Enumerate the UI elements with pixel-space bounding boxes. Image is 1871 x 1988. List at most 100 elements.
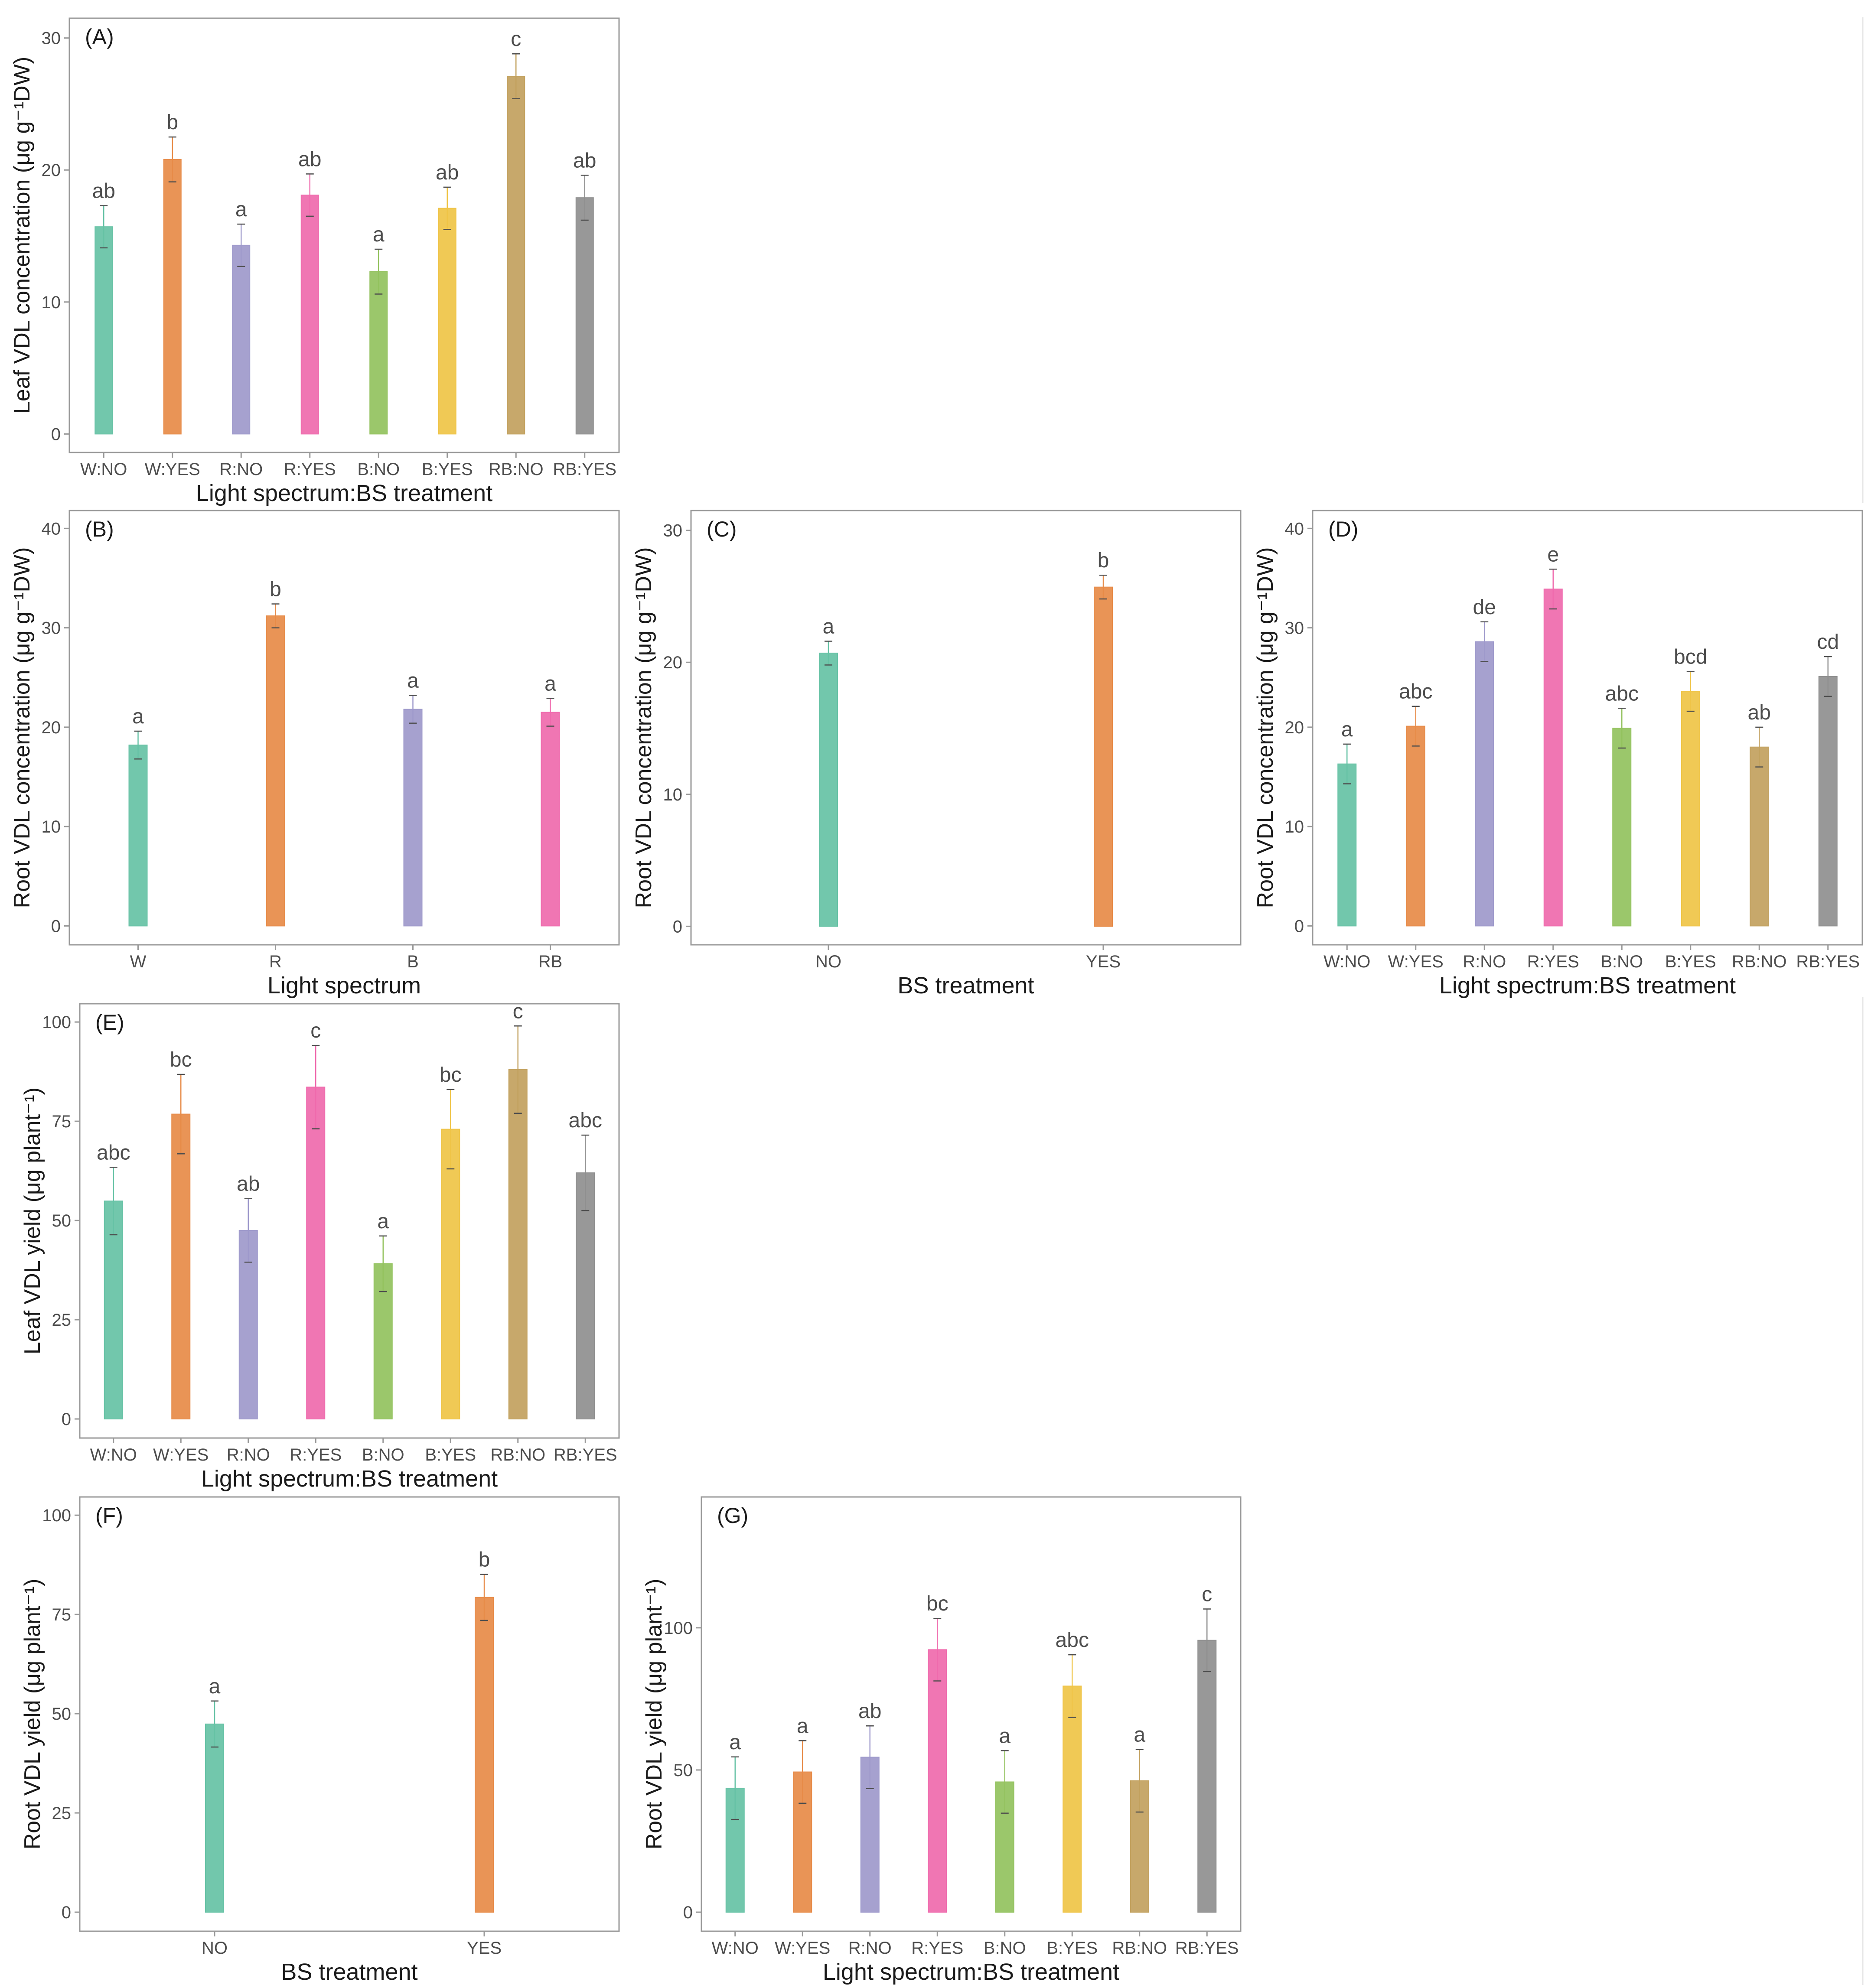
- y-tick-label: 0: [51, 917, 61, 936]
- bar-r-yes: [306, 1087, 326, 1420]
- significance-letter: b: [166, 111, 178, 134]
- significance-letter: a: [729, 1731, 741, 1754]
- x-tick-label: R:YES: [911, 1939, 963, 1958]
- significance-letter: bc: [170, 1048, 192, 1071]
- error-bar: [1001, 1750, 1009, 1814]
- error-bar: [1824, 656, 1832, 697]
- x-tick-label: W:YES: [145, 460, 200, 479]
- y-axis-label: Root VDL concentration (μg g⁻¹DW): [1253, 547, 1278, 908]
- x-tick-label: NO: [815, 952, 841, 971]
- error-bar: [100, 205, 108, 249]
- x-tick-label: R:NO: [848, 1939, 892, 1958]
- y-tick-label: 0: [683, 1903, 693, 1922]
- x-tick-label: R: [269, 952, 282, 971]
- x-tick-label: R:YES: [284, 460, 336, 479]
- bar-w-yes: [163, 159, 182, 435]
- panel-border: [690, 510, 1242, 946]
- error-bar: [1618, 708, 1626, 749]
- error-bar: [109, 1167, 117, 1236]
- error-bar: [271, 603, 280, 628]
- y-tick-label: 75: [52, 1605, 72, 1624]
- y-tick-label: 30: [42, 619, 61, 638]
- panel-label: (D): [1328, 517, 1358, 541]
- x-tick-label: YES: [1086, 952, 1121, 971]
- x-axis-label: BS treatment: [281, 1959, 417, 1985]
- panel-border: [1312, 510, 1863, 946]
- error-bar: [731, 1756, 739, 1820]
- significance-letter: ab: [858, 1700, 881, 1723]
- bar-no: [819, 652, 838, 927]
- error-bar: [443, 186, 451, 230]
- error-bar: [1343, 743, 1351, 784]
- bar-w-no: [95, 226, 113, 435]
- error-bar: [866, 1725, 874, 1789]
- error-bar: [825, 641, 832, 666]
- x-tick-label: R:YES: [290, 1445, 342, 1464]
- panel-label: (G): [717, 1503, 748, 1528]
- y-axis-label: Root VDL yield (μg plant⁻¹): [20, 1579, 45, 1850]
- significance-letter: ab: [1748, 701, 1771, 724]
- x-tick-label: W:YES: [153, 1445, 209, 1464]
- panel-b: (B) 0 10 20 30 40 Root VDL concentration (μg g…: [10, 510, 620, 999]
- x-axis-label: Light spectrum: [267, 973, 421, 999]
- significance-letter: c: [511, 28, 521, 51]
- significance-letter: a: [235, 198, 247, 221]
- error-bar: [134, 730, 142, 760]
- error-bar: [480, 1574, 488, 1621]
- y-tick-label: 100: [664, 1619, 693, 1638]
- bar-rb-yes: [1818, 676, 1838, 927]
- error-bar: [799, 1740, 807, 1804]
- bar-rb-no: [1750, 746, 1769, 927]
- significance-letter: b: [1098, 549, 1109, 572]
- bar-rb-yes: [575, 197, 594, 435]
- y-tick-label: 20: [663, 653, 683, 672]
- panel-f: (F) 0 25 50 75 100 Root VDL yield (μg plant⁻¹)…: [20, 1496, 620, 1985]
- error-bar: [447, 1089, 455, 1170]
- significance-letter: ab: [237, 1173, 260, 1196]
- panel-border: [79, 1003, 620, 1439]
- y-tick-label: 75: [52, 1112, 72, 1131]
- x-tick-label: B:YES: [1046, 1939, 1098, 1958]
- significance-letter: abc: [1056, 1629, 1089, 1652]
- x-tick-label: RB:YES: [1175, 1939, 1239, 1958]
- x-tick-label: RB:YES: [554, 1445, 617, 1464]
- significance-letter: abc: [1399, 680, 1432, 703]
- panel-label: (B): [85, 517, 114, 541]
- significance-letter: a: [373, 223, 385, 246]
- y-tick-label: 20: [1285, 718, 1304, 737]
- bar-rb: [541, 712, 560, 927]
- bar-r-yes: [300, 195, 319, 435]
- bar-r-no: [1475, 641, 1494, 927]
- x-tick-label: B: [407, 952, 419, 971]
- y-axis-label: Root VDL concentration (μg g⁻¹DW): [631, 547, 656, 908]
- bar-w-yes: [1406, 726, 1425, 927]
- x-tick-label: W:YES: [775, 1939, 830, 1958]
- significance-letter: bc: [440, 1064, 462, 1087]
- bar-b: [403, 709, 423, 927]
- y-tick-label: 40: [1285, 519, 1304, 538]
- significance-letter: ab: [436, 161, 459, 184]
- y-tick-label: 30: [1285, 619, 1304, 638]
- error-bar: [1068, 1654, 1076, 1718]
- error-bar: [546, 698, 554, 727]
- y-axis-label: Root VDL concentration (μg g⁻¹DW): [10, 547, 35, 908]
- error-bar: [1480, 621, 1489, 662]
- x-tick-label: B:YES: [422, 460, 473, 479]
- significance-letter: c: [513, 1000, 523, 1023]
- y-tick-label: 10: [42, 817, 61, 836]
- x-tick-label: NO: [202, 1939, 228, 1958]
- error-bar: [177, 1074, 185, 1155]
- x-tick-label: W:NO: [90, 1445, 137, 1464]
- panel-label: (E): [95, 1010, 124, 1035]
- x-tick-label: RB: [538, 952, 563, 971]
- x-tick-label: RB:YES: [1796, 952, 1860, 971]
- bar-r-yes: [1543, 589, 1563, 927]
- x-axis-label: Light spectrum:BS treatment: [1439, 973, 1736, 999]
- significance-letter: a: [407, 669, 419, 692]
- significance-letter: a: [209, 1675, 221, 1698]
- panel-label: (A): [85, 25, 114, 49]
- x-tick-label: R:YES: [1527, 952, 1579, 971]
- x-tick-label: W:NO: [80, 460, 127, 479]
- y-tick-label: 0: [673, 917, 682, 936]
